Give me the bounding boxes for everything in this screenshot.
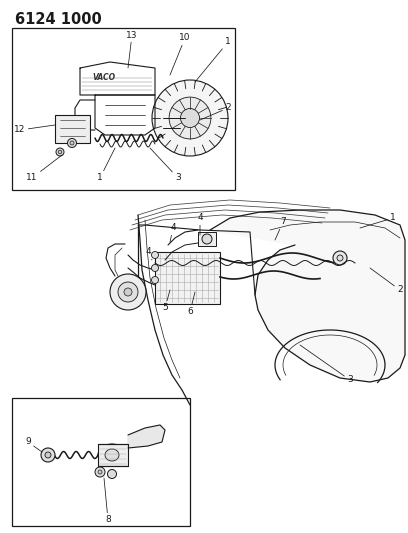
Text: 9: 9 <box>25 438 42 452</box>
Circle shape <box>118 282 138 302</box>
Circle shape <box>98 470 102 474</box>
Circle shape <box>107 470 117 479</box>
Circle shape <box>70 141 74 145</box>
Polygon shape <box>210 210 405 382</box>
Bar <box>55 115 90 143</box>
Text: 2: 2 <box>370 268 403 295</box>
Text: 3: 3 <box>150 148 181 182</box>
Circle shape <box>337 255 343 261</box>
Circle shape <box>41 448 55 462</box>
Text: 12: 12 <box>14 125 55 134</box>
Circle shape <box>45 452 51 458</box>
Text: 4: 4 <box>197 214 203 235</box>
Bar <box>198 232 216 246</box>
Circle shape <box>58 150 62 154</box>
Circle shape <box>110 274 146 310</box>
Text: 1: 1 <box>195 37 231 82</box>
Circle shape <box>202 234 212 244</box>
Text: 4: 4 <box>170 223 176 242</box>
Circle shape <box>67 139 77 148</box>
Bar <box>12 28 235 190</box>
Circle shape <box>180 109 200 127</box>
Bar <box>98 444 128 466</box>
Text: 7: 7 <box>275 217 286 240</box>
Circle shape <box>124 288 132 296</box>
Text: 1: 1 <box>360 214 396 228</box>
Polygon shape <box>128 425 165 448</box>
Bar <box>12 398 190 526</box>
Circle shape <box>95 467 105 477</box>
Bar <box>155 252 220 304</box>
Ellipse shape <box>98 444 126 466</box>
Circle shape <box>169 97 211 139</box>
Text: 10: 10 <box>170 34 191 75</box>
Circle shape <box>56 148 64 156</box>
Circle shape <box>333 251 347 265</box>
Circle shape <box>151 252 158 259</box>
Text: 3: 3 <box>300 345 353 384</box>
Text: 6: 6 <box>187 292 195 317</box>
Circle shape <box>151 277 158 284</box>
Circle shape <box>152 80 228 156</box>
Text: VACO: VACO <box>92 73 115 82</box>
Text: 11: 11 <box>26 155 62 182</box>
Text: 13: 13 <box>126 30 138 68</box>
Text: 8: 8 <box>104 478 111 524</box>
Text: 2: 2 <box>200 103 231 120</box>
Text: 5: 5 <box>162 290 170 312</box>
Text: 6124 1000: 6124 1000 <box>15 12 102 27</box>
Text: 4: 4 <box>145 247 152 260</box>
Circle shape <box>151 264 158 271</box>
Text: 1: 1 <box>97 148 115 182</box>
Ellipse shape <box>105 449 119 461</box>
